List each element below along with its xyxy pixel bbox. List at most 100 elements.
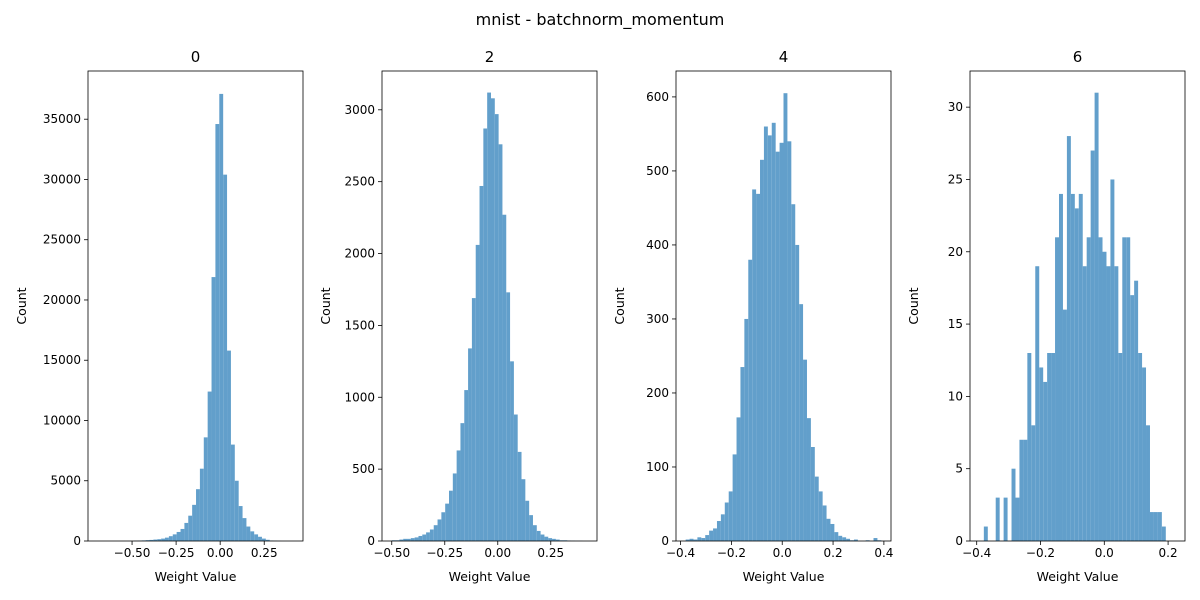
y-tick-label-3-5: 25 (948, 172, 963, 186)
histogram-bar-3-34 (1114, 266, 1119, 541)
histogram-bar-2-35 (822, 505, 827, 541)
histogram-bar-1-18 (460, 423, 465, 541)
histogram-bar-0-41 (261, 538, 266, 541)
histogram-bar-3-44 (1153, 512, 1158, 541)
histogram-bar-0-19 (176, 531, 181, 541)
x-tick-label-3-2: 0.0 (1095, 546, 1114, 560)
histogram-bar-1-23 (479, 185, 484, 542)
histogram-bar-1-12 (437, 519, 442, 541)
histogram-bar-3-1 (983, 526, 988, 541)
histogram-bar-3-33 (1110, 179, 1115, 541)
histogram-bar-1-30 (506, 292, 511, 541)
histogram-bar-1-15 (449, 490, 453, 541)
subplot-title-3: 6 (1073, 48, 1083, 66)
histogram-bar-3-23 (1070, 193, 1075, 542)
y-tick-label-0-7: 35000 (43, 112, 81, 126)
subplot-frame-3 (969, 70, 1186, 542)
histogram-bar-2-28 (795, 244, 800, 541)
x-tick-label-1-1: −0.25 (426, 546, 463, 560)
histogram-bar-2-43 (853, 539, 858, 541)
x-tick-label-1-2: 0.00 (484, 546, 511, 560)
x-tick-label-1-0: −0.50 (373, 546, 410, 560)
histogram-bar-1-40 (544, 536, 549, 541)
histogram-bar-1-6 (414, 537, 419, 541)
histogram-bar-2-34 (818, 491, 823, 541)
histogram-bar-2-33 (814, 476, 819, 541)
histogram-bar-2-20 (763, 126, 768, 541)
histogram-bar-1-16 (452, 473, 457, 541)
histogram-bar-2-3 (697, 537, 702, 541)
y-tick-label-3-6: 30 (948, 100, 963, 114)
y-tick-label-0-0: 0 (73, 534, 81, 548)
histogram-bar-1-22 (475, 244, 480, 541)
y-tick-label-1-6: 3000 (344, 103, 375, 117)
histogram-bar-1-13 (441, 512, 446, 541)
histogram-bar-1-19 (464, 390, 469, 541)
histogram-bar-3-8 (1011, 468, 1016, 541)
histogram-bar-3-35 (1118, 353, 1123, 541)
histogram-bar-2-24 (779, 142, 784, 542)
y-tick-label-3-2: 10 (948, 389, 963, 403)
y-tick-label-1-4: 2000 (344, 247, 375, 261)
histogram-bar-1-41 (548, 538, 553, 541)
histogram-bar-3-25 (1078, 193, 1083, 542)
histogram-bar-1-9 (426, 532, 430, 541)
histogram-bar-2-48 (873, 538, 878, 541)
histogram-bar-2-30 (803, 359, 807, 541)
histogram-bar-0-28 (211, 277, 216, 541)
histogram-bar-0-14 (157, 539, 162, 541)
histogram-bar-2-26 (787, 141, 792, 541)
y-tick-label-0-4: 20000 (43, 293, 81, 307)
histogram-bar-0-35 (238, 506, 243, 541)
histogram-bar-2-21 (767, 135, 772, 541)
histogram-bar-0-11 (145, 540, 150, 541)
histogram-bar-3-13 (1031, 425, 1036, 541)
x-tick-label-1-3: 0.25 (537, 546, 564, 560)
x-tick-label-3-0: −0.4 (962, 546, 991, 560)
histogram-bar-2-27 (791, 204, 796, 542)
histogram-bar-3-4 (995, 497, 1000, 541)
y-axis-label-3: Count (906, 287, 921, 324)
histogram-bar-3-21 (1062, 309, 1067, 541)
y-tick-label-2-4: 400 (646, 238, 669, 252)
histogram-bar-0-32 (227, 350, 231, 541)
x-tick-label-0-0: −0.50 (114, 546, 151, 560)
histogram-bar-3-10 (1019, 439, 1024, 541)
x-tick-label-2-2: 0.0 (773, 546, 792, 560)
histogram-bar-1-29 (502, 214, 507, 542)
y-tick-label-2-3: 300 (646, 312, 669, 326)
histogram-bar-2-18 (756, 193, 761, 541)
histogram-bar-3-12 (1027, 353, 1032, 541)
histogram-bar-3-29 (1094, 92, 1099, 541)
histogram-bar-0-23 (192, 504, 197, 541)
histogram-bar-3-32 (1106, 266, 1111, 541)
histogram-bar-2-39 (838, 535, 843, 541)
histogram-bar-2-17 (752, 189, 757, 541)
histogram-bar-1-5 (410, 538, 415, 541)
histogram-bar-3-24 (1074, 208, 1079, 541)
y-tick-label-1-5: 2500 (344, 175, 375, 189)
histogram-bar-2-6 (709, 530, 714, 541)
y-axis-label-1: Count (318, 287, 333, 324)
histogram-bar-2-8 (716, 521, 721, 541)
histogram-bar-1-17 (456, 450, 461, 541)
histogram-bar-2-13 (736, 417, 741, 541)
subplot-title-2: 4 (779, 48, 789, 66)
histogram-bar-0-20 (180, 528, 185, 541)
histogram-bar-1-26 (490, 98, 495, 541)
histogram-bar-1-20 (468, 348, 472, 541)
histogram-bar-1-32 (513, 414, 518, 541)
histogram-bar-2-12 (732, 454, 737, 541)
histogram-bar-1-43 (555, 539, 560, 541)
x-axis-label-0: Weight Value (155, 569, 237, 584)
y-axis-label-0: Count (14, 287, 29, 324)
y-tick-label-3-0: 0 (955, 534, 963, 548)
y-tick-label-3-4: 20 (948, 245, 963, 259)
histogram-bar-0-27 (207, 391, 212, 541)
histogram-bar-0-40 (258, 536, 262, 541)
histogram-bar-1-10 (429, 529, 434, 541)
histogram-bar-3-16 (1043, 381, 1048, 541)
histogram-bar-1-25 (487, 92, 491, 541)
figure-suptitle: mnist - batchnorm_momentum (475, 10, 725, 29)
